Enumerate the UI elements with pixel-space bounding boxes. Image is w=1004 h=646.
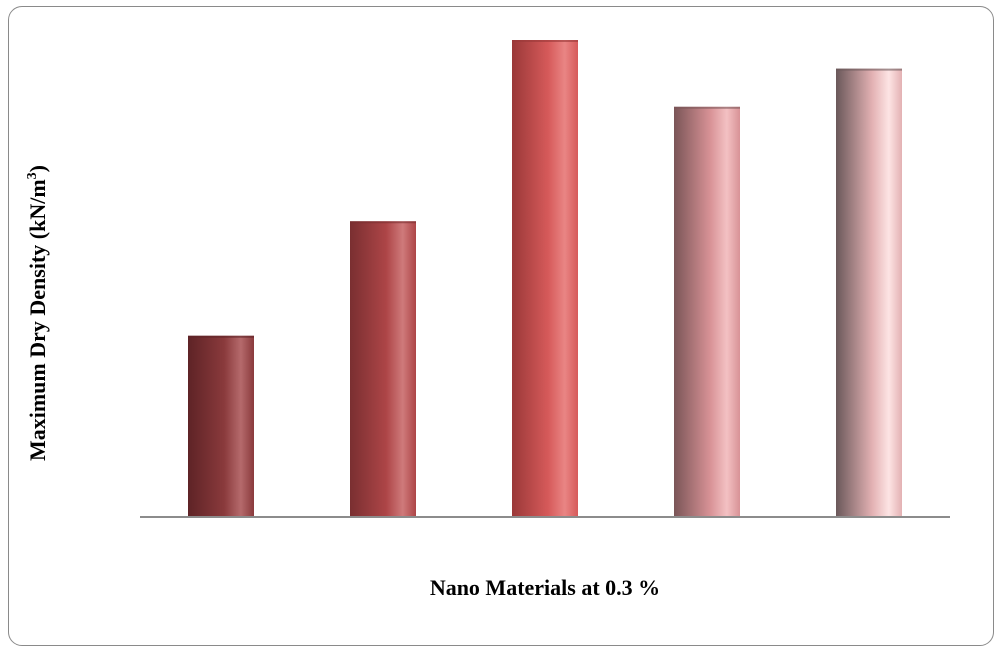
bar-chart: Nano Materials at 0.3 % Maximum Dry Dens… bbox=[25, 40, 950, 600]
bar-1 bbox=[188, 335, 254, 517]
bar-4-top-edge bbox=[674, 106, 740, 109]
bar-4 bbox=[674, 106, 740, 517]
bar-3-top-edge bbox=[512, 40, 578, 42]
chart-frame bbox=[8, 6, 994, 646]
x-axis-title: Nano Materials at 0.3 % bbox=[430, 575, 660, 600]
y-axis-title-main: Maximum Dry Density (kN/m bbox=[25, 179, 50, 461]
y-axis-title: Maximum Dry Density (kN/m3) bbox=[25, 165, 50, 461]
bar-1-top-edge bbox=[188, 335, 254, 338]
bar-3 bbox=[512, 40, 578, 517]
y-axis-title-superscript: 3 bbox=[25, 172, 40, 179]
bar-5 bbox=[836, 68, 902, 518]
bars-layer bbox=[188, 40, 902, 518]
bar-2 bbox=[350, 221, 416, 517]
bar-5-top-edge bbox=[836, 68, 902, 71]
bar-2-top-edge bbox=[350, 221, 416, 224]
y-axis-title-close: ) bbox=[25, 165, 50, 172]
